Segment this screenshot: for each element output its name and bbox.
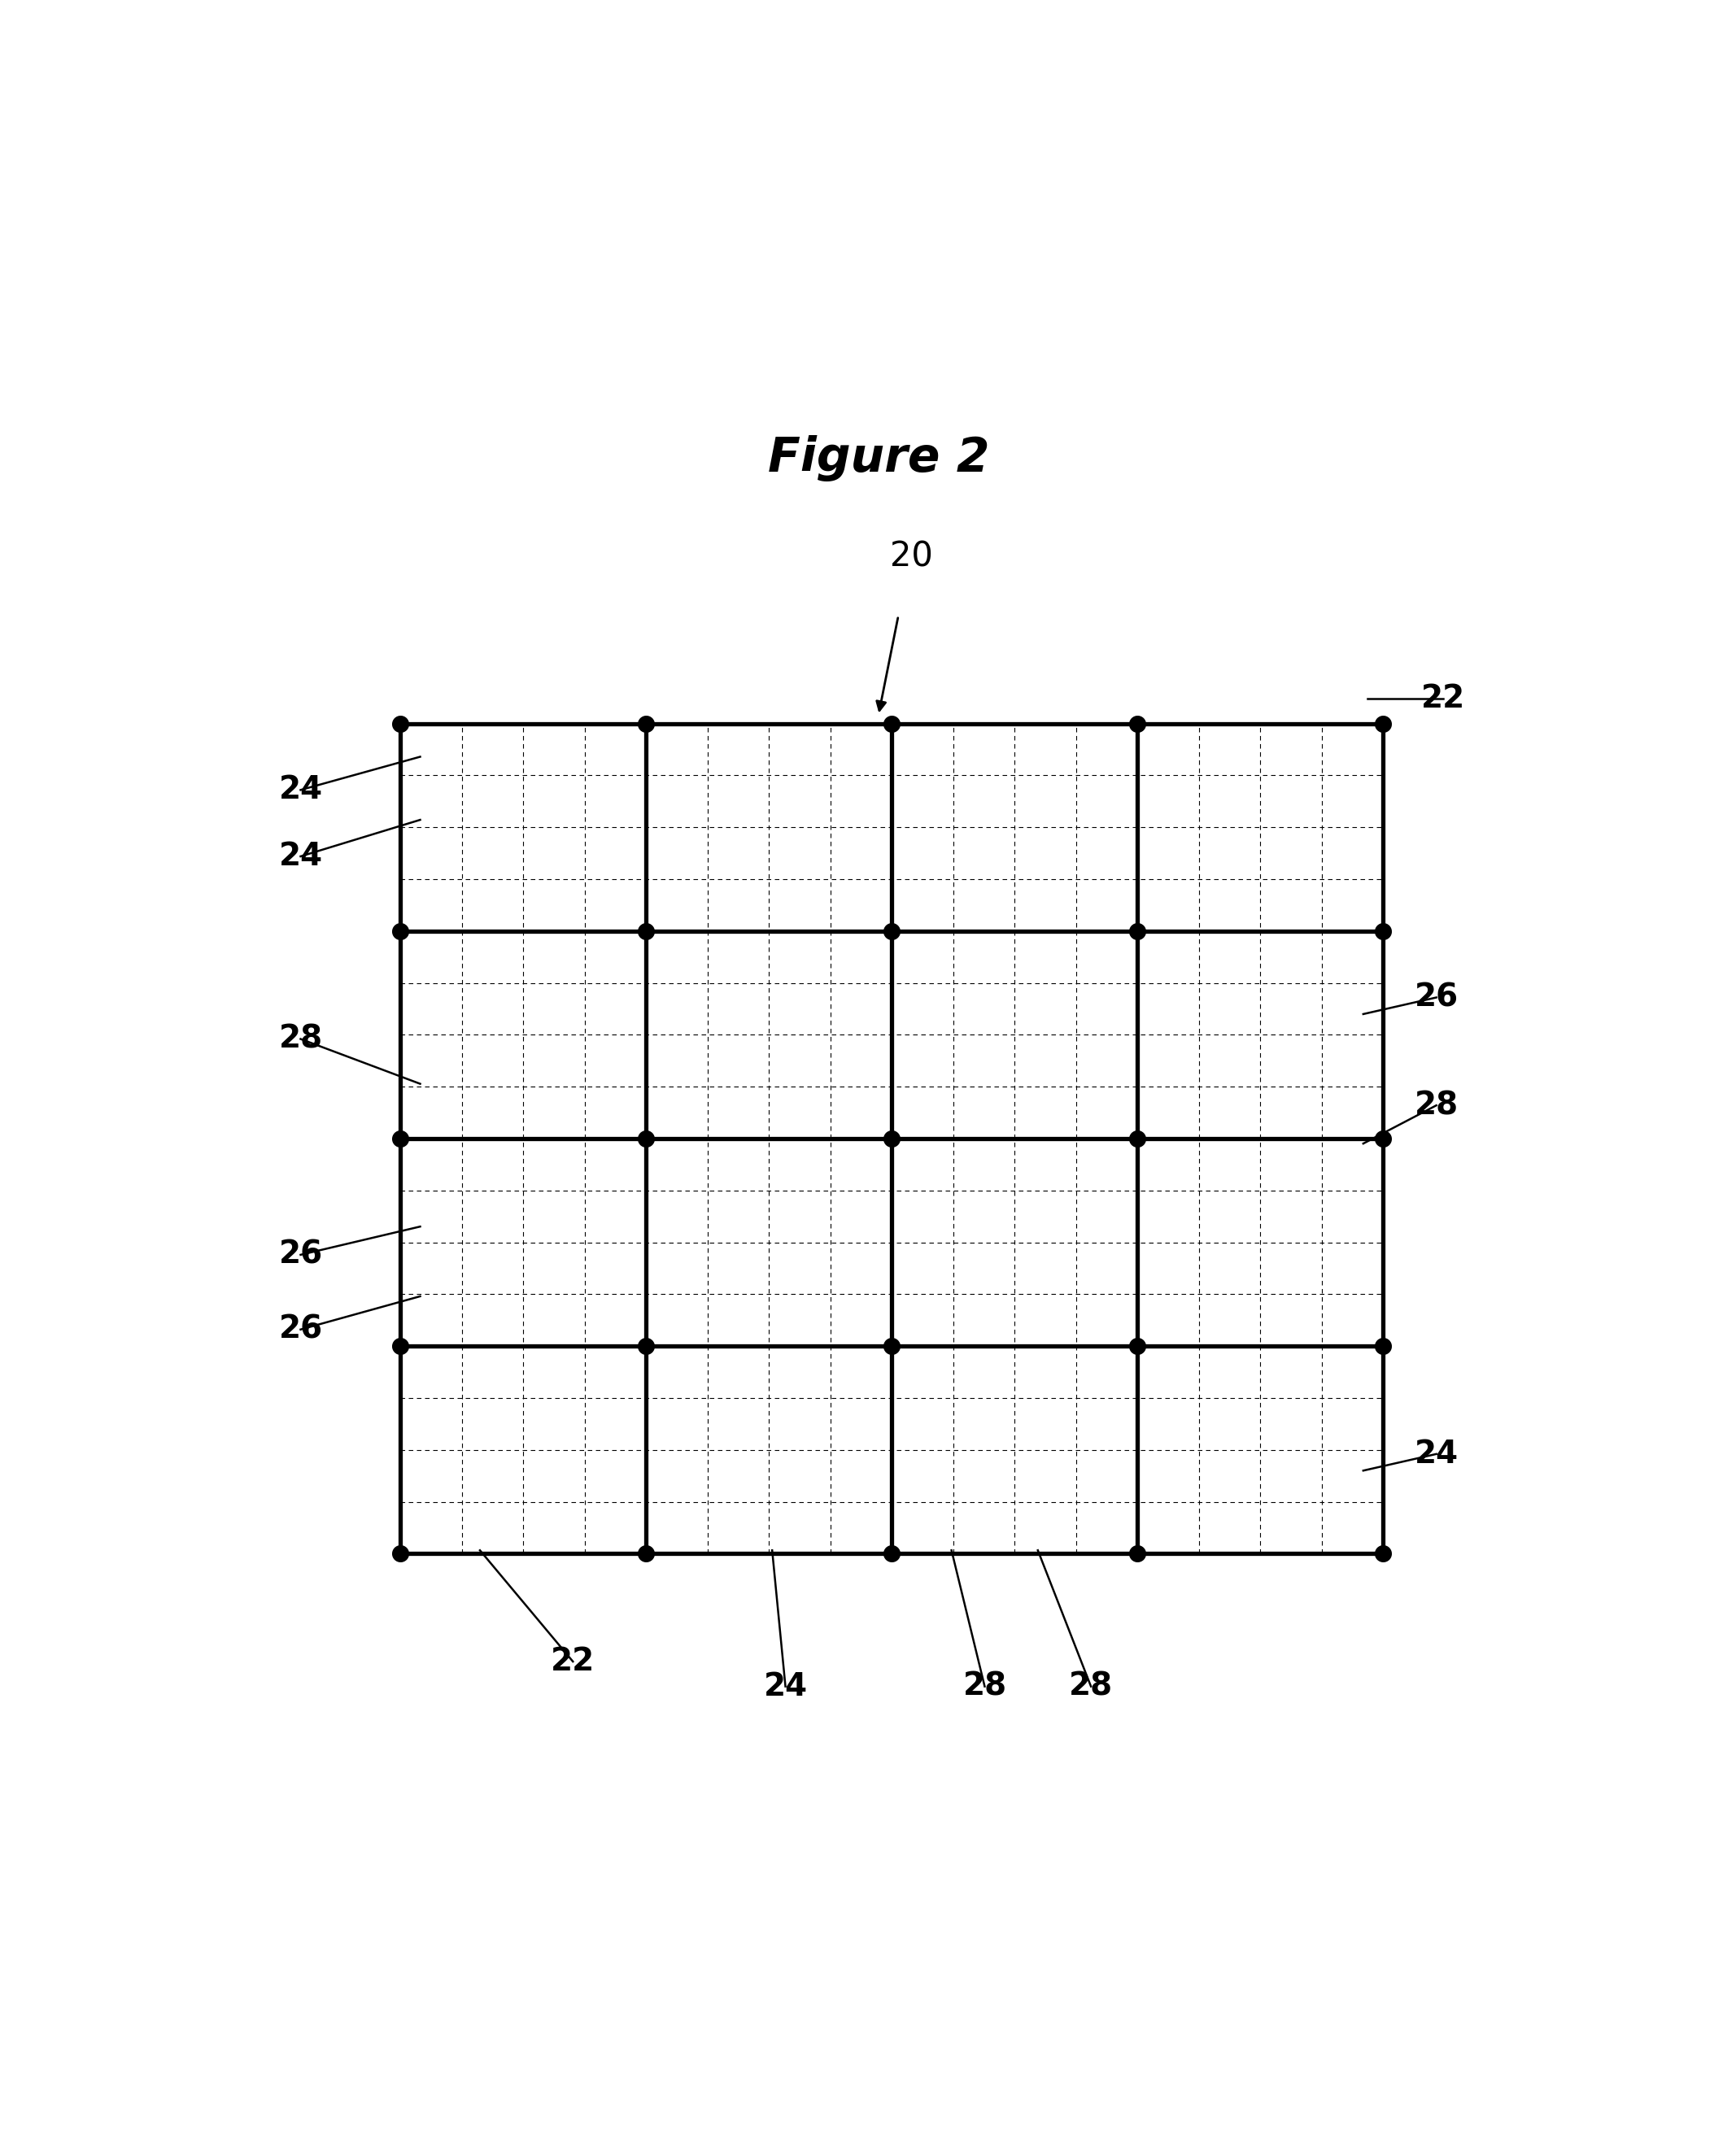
Text: 24: 24 xyxy=(1414,1438,1459,1470)
Point xyxy=(632,707,660,742)
Text: 24: 24 xyxy=(763,1671,807,1701)
Point xyxy=(878,1328,905,1363)
Text: 24: 24 xyxy=(279,841,322,871)
Point xyxy=(1124,707,1152,742)
Point xyxy=(878,914,905,949)
Text: 28: 28 xyxy=(1414,1091,1459,1121)
Text: 26: 26 xyxy=(279,1240,322,1270)
Point xyxy=(1369,914,1397,949)
Text: 28: 28 xyxy=(963,1671,1006,1701)
Text: 26: 26 xyxy=(279,1313,322,1345)
Point xyxy=(878,1537,905,1572)
Point xyxy=(1369,707,1397,742)
Text: 26: 26 xyxy=(1414,981,1459,1013)
Point xyxy=(632,1537,660,1572)
Point xyxy=(1369,1537,1397,1572)
Point xyxy=(878,707,905,742)
Point xyxy=(878,1121,905,1156)
Point xyxy=(632,914,660,949)
Text: 22: 22 xyxy=(1421,683,1465,714)
Point xyxy=(387,914,415,949)
Text: Figure 2: Figure 2 xyxy=(768,436,989,481)
Point xyxy=(1124,1121,1152,1156)
Point xyxy=(632,1328,660,1363)
Point xyxy=(1124,914,1152,949)
Point xyxy=(387,707,415,742)
Point xyxy=(1124,1328,1152,1363)
Text: 22: 22 xyxy=(550,1645,595,1677)
Point xyxy=(1124,1537,1152,1572)
Point xyxy=(387,1537,415,1572)
Point xyxy=(387,1121,415,1156)
Text: 24: 24 xyxy=(279,774,322,806)
Text: 28: 28 xyxy=(1070,1671,1112,1701)
Text: 28: 28 xyxy=(279,1024,322,1054)
Text: 20: 20 xyxy=(890,539,932,573)
Point xyxy=(632,1121,660,1156)
Point xyxy=(1369,1121,1397,1156)
Point xyxy=(1369,1328,1397,1363)
Point xyxy=(387,1328,415,1363)
